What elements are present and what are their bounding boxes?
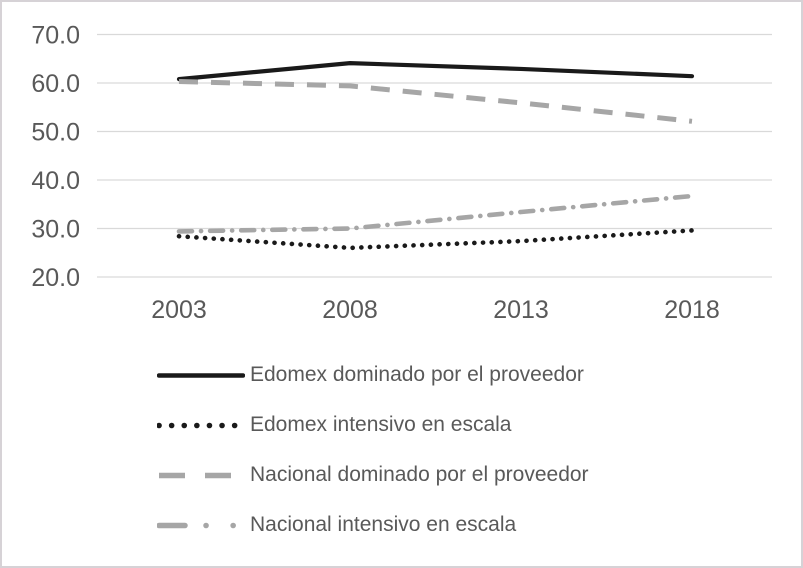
- series-line-dash-dot: [176, 193, 695, 234]
- legend-swatch-dashed-line: [159, 472, 243, 478]
- y-tick-label: 20.0: [31, 264, 80, 292]
- series-line-solid: [176, 61, 695, 82]
- series-line-dotted: [176, 228, 695, 251]
- x-tick-label: 2008: [322, 296, 378, 324]
- line-chart-plot: 70.0 60.0 50.0 40.0 30.0 20.0 2003 2008 2013 2018: [31, 22, 772, 324]
- legend-label: Nacional intensivo en escala: [250, 513, 517, 536]
- x-tick-label: 2018: [664, 296, 720, 324]
- legend-label: Nacional dominado por el proveedor: [250, 463, 589, 486]
- y-tick-label: 70.0: [31, 22, 80, 50]
- y-tick-label: 50.0: [31, 119, 80, 147]
- x-tick-label: 2003: [151, 296, 207, 324]
- y-tick-label: 40.0: [31, 167, 80, 195]
- legend-item-edomex-intensivo: Edomex intensivo en escala: [157, 400, 589, 450]
- legend-label: Edomex dominado por el proveedor: [250, 363, 584, 386]
- legend-item-nacional-dominado: Nacional dominado por el proveedor: [157, 450, 589, 500]
- legend-item-edomex-dominado: Edomex dominado por el proveedor: [157, 350, 589, 400]
- x-tick-label: 2013: [493, 296, 549, 324]
- y-tick-label: 30.0: [31, 216, 80, 244]
- legend-label: Edomex intensivo en escala: [250, 413, 512, 436]
- series-line-dashed: [178, 79, 693, 124]
- legend-swatch-dash-dot-line: [157, 522, 245, 528]
- legend-swatch-dotted-line: [157, 422, 245, 428]
- legend-swatch-solid-line: [157, 372, 245, 378]
- chart-legend: Edomex dominado por el proveedor Edomex …: [157, 350, 589, 550]
- y-tick-label: 60.0: [31, 70, 80, 98]
- legend-item-nacional-intensivo: Nacional intensivo en escala: [157, 500, 589, 550]
